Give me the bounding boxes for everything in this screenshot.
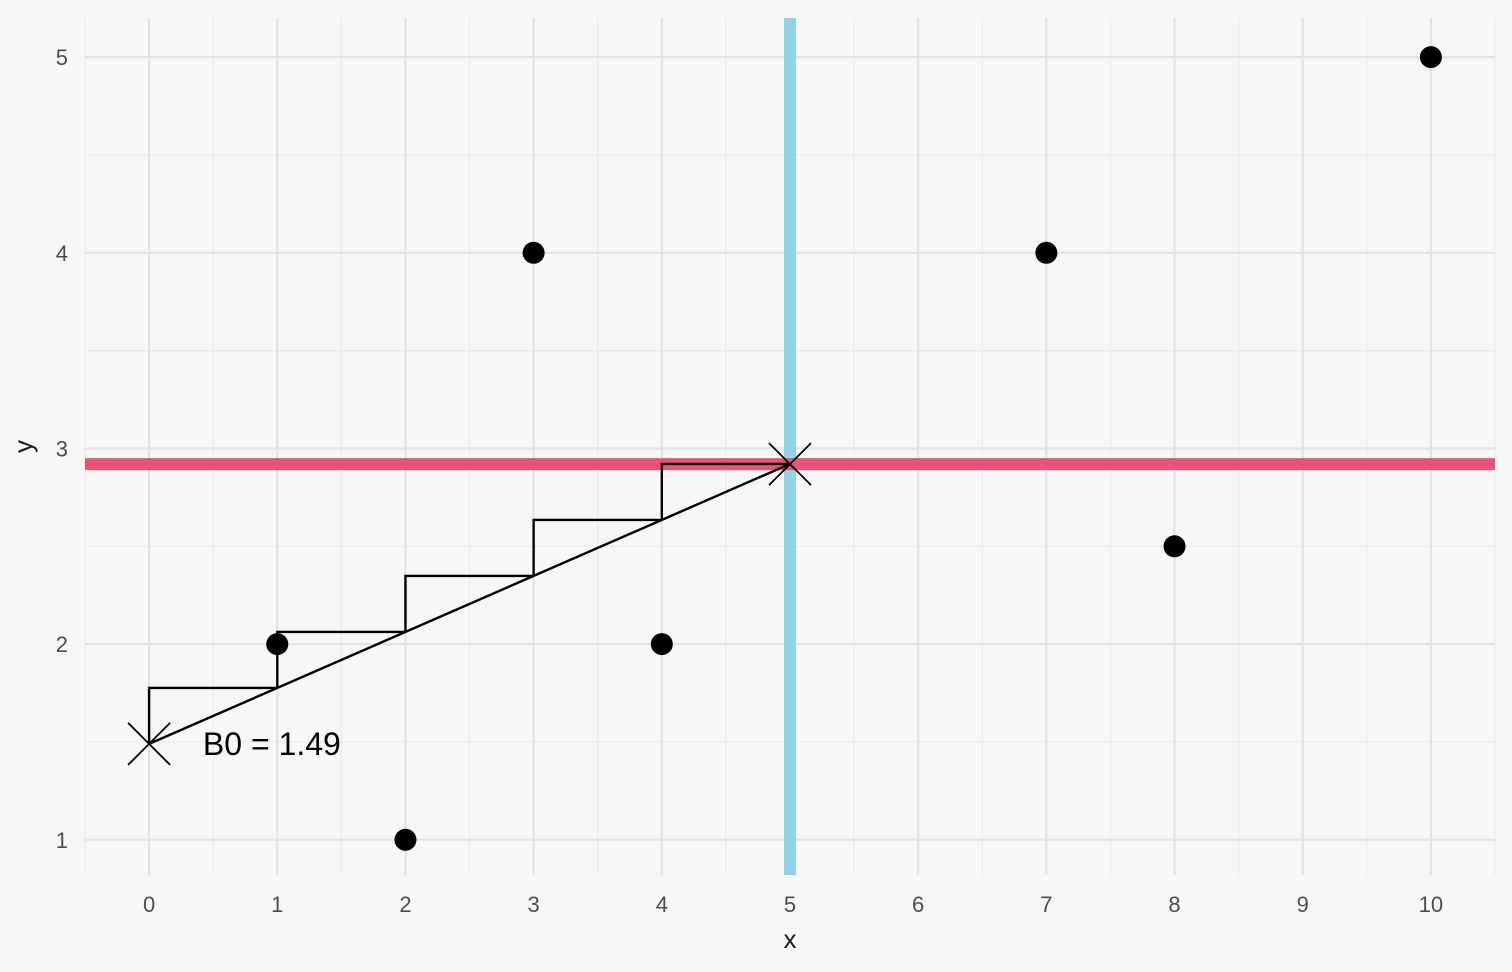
- data-points: [266, 46, 1442, 851]
- y-tick-labels: 1 2 3 4 5: [56, 45, 68, 853]
- x-tick-label: 8: [1168, 892, 1180, 917]
- data-point: [650, 633, 673, 656]
- mean-point-marker: [768, 442, 812, 486]
- data-point: [394, 828, 417, 851]
- y-tick-label: 5: [56, 45, 68, 70]
- data-point: [522, 241, 545, 264]
- data-point: [266, 633, 289, 656]
- y-axis-title: y: [8, 440, 38, 453]
- x-tick-label: 2: [399, 892, 411, 917]
- x-tick-label: 10: [1419, 892, 1443, 917]
- x-tick-label: 3: [528, 892, 540, 917]
- y-tick-label: 4: [56, 241, 68, 266]
- x-axis-title: x: [784, 924, 797, 954]
- x-tick-label: 4: [656, 892, 668, 917]
- y-tick-label: 3: [56, 436, 68, 461]
- x-tick-label: 7: [1040, 892, 1052, 917]
- x-tick-label: 1: [271, 892, 283, 917]
- intercept-annotation: B0 = 1.49: [203, 726, 341, 762]
- slope-step-path: [147, 462, 790, 744]
- data-point: [1419, 46, 1442, 69]
- slope-steps: [147, 462, 791, 746]
- data-point: [1035, 241, 1058, 264]
- intercept-marker: [127, 722, 171, 766]
- x-tick-label: 9: [1297, 892, 1309, 917]
- regression-line: [148, 462, 791, 746]
- y-tick-label: 2: [56, 632, 68, 657]
- x-tick-label: 5: [784, 892, 796, 917]
- x-tick-label: 6: [912, 892, 924, 917]
- cross-markers: [127, 442, 812, 766]
- data-point: [1163, 535, 1186, 558]
- x-tick-label: 0: [143, 892, 155, 917]
- x-tick-labels: 0 1 2 3 4 5 6 7 8 9 10: [143, 892, 1443, 917]
- y-tick-label: 1: [56, 828, 68, 853]
